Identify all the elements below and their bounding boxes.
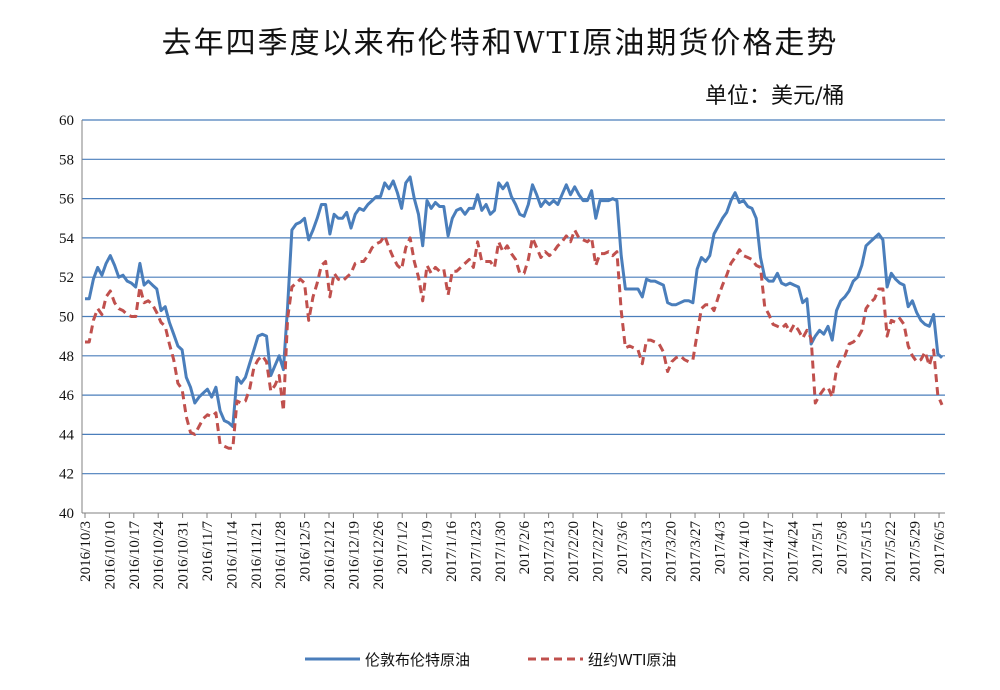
legend-label-wti: 纽约WTI原油 <box>588 651 676 669</box>
y-tick-label: 44 <box>59 427 75 443</box>
x-tick-label: 2017/1/16 <box>444 521 460 582</box>
x-tick-label: 2016/12/26 <box>371 521 387 590</box>
x-tick-label: 2016/10/31 <box>176 521 192 589</box>
x-tick-label: 2017/1/2 <box>395 521 411 574</box>
x-tick-label: 2017/3/27 <box>688 521 704 582</box>
y-tick-label: 60 <box>59 113 74 129</box>
x-tick-label: 2017/2/20 <box>566 521 582 582</box>
y-axis-ticks: 40 42 44 46 48 50 52 54 56 58 60 <box>59 113 75 522</box>
grid-lines <box>82 119 945 475</box>
x-tick-label: 2017/4/17 <box>761 521 777 582</box>
y-tick-label: 52 <box>59 270 74 286</box>
x-tick-label: 2017/5/8 <box>834 521 850 574</box>
x-tick-label: 2016/12/5 <box>298 521 314 582</box>
series-line-wti <box>85 228 944 450</box>
x-tick-label: 2017/3/20 <box>664 521 680 582</box>
x-tick-label: 2017/1/23 <box>468 521 484 582</box>
x-tick-label: 2017/2/27 <box>590 521 606 582</box>
x-tick-label: 2017/3/6 <box>615 521 631 575</box>
x-tick-label: 2016/11/14 <box>224 521 240 589</box>
x-tick-label: 2016/10/3 <box>78 521 94 582</box>
x-tick-label: 2017/5/1 <box>810 521 826 574</box>
x-tick-label: 2016/10/10 <box>102 521 118 589</box>
x-tick-label: 2017/5/22 <box>883 521 899 582</box>
y-tick-label: 54 <box>59 231 75 247</box>
x-tick-label: 2016/12/19 <box>346 521 362 589</box>
y-tick-label: 40 <box>59 506 74 522</box>
legend: 伦敦布伦特原油 纽约WTI原油 <box>305 651 676 669</box>
series-lines <box>85 175 944 450</box>
chart-title: 去年四季度以来布伦特和WTI原油期货价格走势 <box>161 26 839 61</box>
x-tick-label: 2017/5/15 <box>859 521 875 582</box>
y-tick-label: 48 <box>59 349 74 365</box>
x-tick-label: 2016/12/12 <box>322 521 338 589</box>
x-tick-label: 2016/11/28 <box>273 521 289 589</box>
y-tick-label: 42 <box>59 467 74 483</box>
x-tick-label: 2016/10/17 <box>127 521 143 590</box>
series-line-brent <box>85 175 944 428</box>
x-tick-label: 2017/4/24 <box>786 521 802 582</box>
y-tick-label: 46 <box>59 388 75 404</box>
x-tick-label: 2017/1/30 <box>493 521 509 582</box>
x-tick-label: 2016/11/7 <box>200 521 216 582</box>
legend-label-brent: 伦敦布伦特原油 <box>365 651 470 669</box>
x-tick-label: 2017/4/10 <box>737 521 753 582</box>
x-tick-label: 2017/2/13 <box>542 521 558 582</box>
plot-frame <box>81 120 945 514</box>
x-tick-label: 2017/3/13 <box>639 521 655 582</box>
x-tick-label: 2016/11/21 <box>249 521 265 589</box>
y-tick-label: 56 <box>59 192 75 208</box>
unit-label: 单位：美元/桶 <box>705 84 845 109</box>
y-tick-label: 50 <box>59 310 74 326</box>
x-tick-label: 2017/5/29 <box>908 521 924 582</box>
x-axis-ticks: 2016/10/3 2016/10/10 2016/10/17 2016/10/24 2… <box>78 513 948 589</box>
x-tick-label: 2017/2/6 <box>517 521 533 575</box>
x-tick-label: 2017/6/5 <box>932 521 948 574</box>
x-tick-label: 2017/1/9 <box>420 521 436 574</box>
x-tick-label: 2016/10/24 <box>151 521 167 590</box>
y-tick-label: 58 <box>59 152 74 168</box>
x-tick-label: 2017/4/3 <box>712 521 728 574</box>
